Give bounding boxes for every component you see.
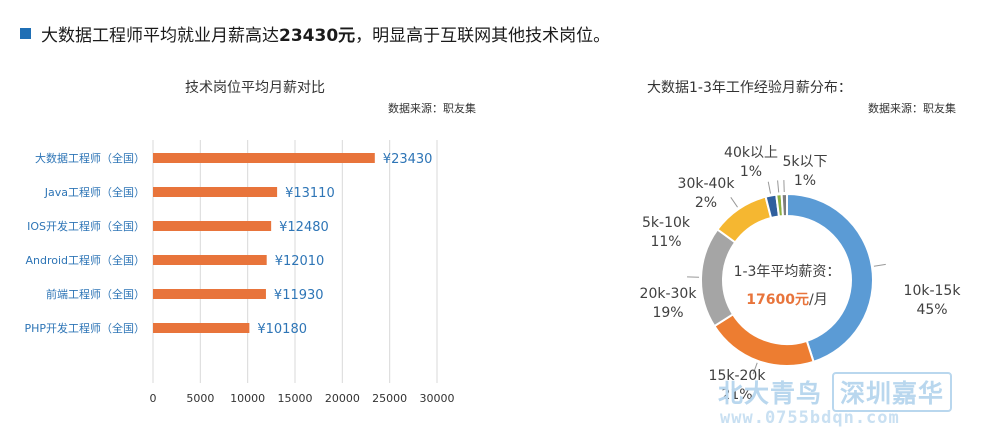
donut-chart: 10k-15k 45% 15k-20k 21% 20k-30k 19% 5k-10k 11% 3… — [640, 145, 962, 403]
category-label: 前端工程师（全国） — [46, 287, 145, 301]
leader-line — [873, 263, 886, 267]
bar-value-label: ¥23430 — [383, 152, 433, 167]
leader-line — [777, 180, 780, 193]
bar-chart: 0 5000 10000 15000 20000 25000 30000 大数据工程师（全国）… — [24, 140, 455, 405]
slice-label: 5k-10k — [642, 215, 691, 231]
x-tick-label: 30000 — [420, 392, 455, 405]
bar-chart-title: 技术岗位平均月薪对比 — [185, 80, 325, 96]
donut-chart-source: 数据来源：职友集 — [868, 102, 956, 115]
x-tick-label: 10000 — [230, 392, 265, 405]
bar-value-label: ¥11930 — [274, 288, 324, 303]
category-label: Android工程师（全国） — [25, 253, 145, 267]
x-tick-label: 20000 — [325, 392, 360, 405]
watermark-url: www.0755bdqn.com — [720, 408, 900, 428]
donut-slice — [700, 228, 737, 328]
slice-percent: 45% — [916, 302, 947, 318]
headline-suffix: ，明显高于互联网其他技术岗位。 — [355, 25, 611, 46]
slice-label: 15k-20k — [709, 368, 767, 384]
x-tick-label: 0 — [150, 392, 157, 405]
watermark: 北大青鸟 深圳嘉华 www.0755bdqn.com — [718, 372, 988, 432]
center-label: 1-3年平均薪资： — [734, 264, 841, 280]
category-label: PHP开发工程师（全国） — [24, 321, 145, 335]
x-tick-label: 15000 — [278, 392, 313, 405]
bar — [153, 289, 266, 299]
bar — [153, 255, 267, 265]
bar-chart-source: 数据来源：职友集 — [388, 102, 476, 115]
bar-value-label: ¥10180 — [257, 322, 307, 337]
slice-percent: 1% — [794, 173, 816, 189]
slice-label: 20k-30k — [640, 286, 698, 302]
bar-value-label: ¥12010 — [275, 254, 325, 269]
donut-slice — [713, 312, 815, 367]
slice-label: 10k-15k — [904, 283, 962, 299]
x-tick-label: 5000 — [186, 392, 214, 405]
category-label: 大数据工程师（全国） — [35, 151, 145, 165]
category-label: Java工程师（全国） — [44, 185, 145, 199]
page-headline: 大数据工程师平均就业月薪高达 23430元 ，明显高于互联网其他技术岗位。 — [20, 22, 611, 46]
leader-line — [767, 181, 772, 194]
donut-slice — [780, 192, 788, 218]
bar — [153, 187, 278, 197]
slice-label: 5k以下 — [782, 154, 827, 170]
slice-percent: 11% — [650, 234, 681, 250]
slice-percent: 21% — [721, 387, 752, 403]
category-label: IOS开发工程师（全国） — [27, 219, 145, 233]
bar — [153, 323, 250, 333]
bar-value-label: ¥13110 — [285, 186, 335, 201]
slice-label: 30k-40k — [678, 176, 736, 192]
leader-line — [752, 362, 758, 375]
center-value: 17600元/月 — [746, 292, 827, 308]
donut-slice — [716, 195, 773, 244]
headline-highlight: 23430元 — [279, 25, 356, 46]
slice-label: 40k以上 — [724, 145, 778, 161]
x-tick-label: 25000 — [372, 392, 407, 405]
bar-value-label: ¥12480 — [279, 220, 329, 235]
slice-percent: 2% — [695, 195, 717, 211]
donut-chart-title: 大数据1-3年工作经验月薪分布： — [647, 80, 852, 96]
headline-marker — [20, 27, 31, 39]
slice-percent: 1% — [740, 164, 762, 180]
leader-line — [730, 197, 738, 208]
bar — [153, 153, 375, 163]
slice-percent: 19% — [652, 305, 683, 321]
headline-prefix: 大数据工程师平均就业月薪高达 — [41, 25, 279, 46]
center-value-number: 17600元 — [746, 292, 809, 308]
watermark-brand: 北大青鸟 深圳嘉华 — [718, 372, 953, 412]
bar — [153, 221, 272, 231]
center-value-unit: /月 — [809, 292, 828, 308]
